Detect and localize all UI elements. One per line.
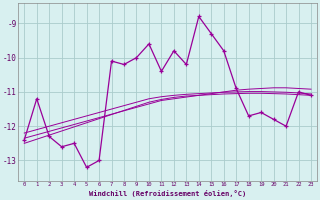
X-axis label: Windchill (Refroidissement éolien,°C): Windchill (Refroidissement éolien,°C) (89, 190, 246, 197)
